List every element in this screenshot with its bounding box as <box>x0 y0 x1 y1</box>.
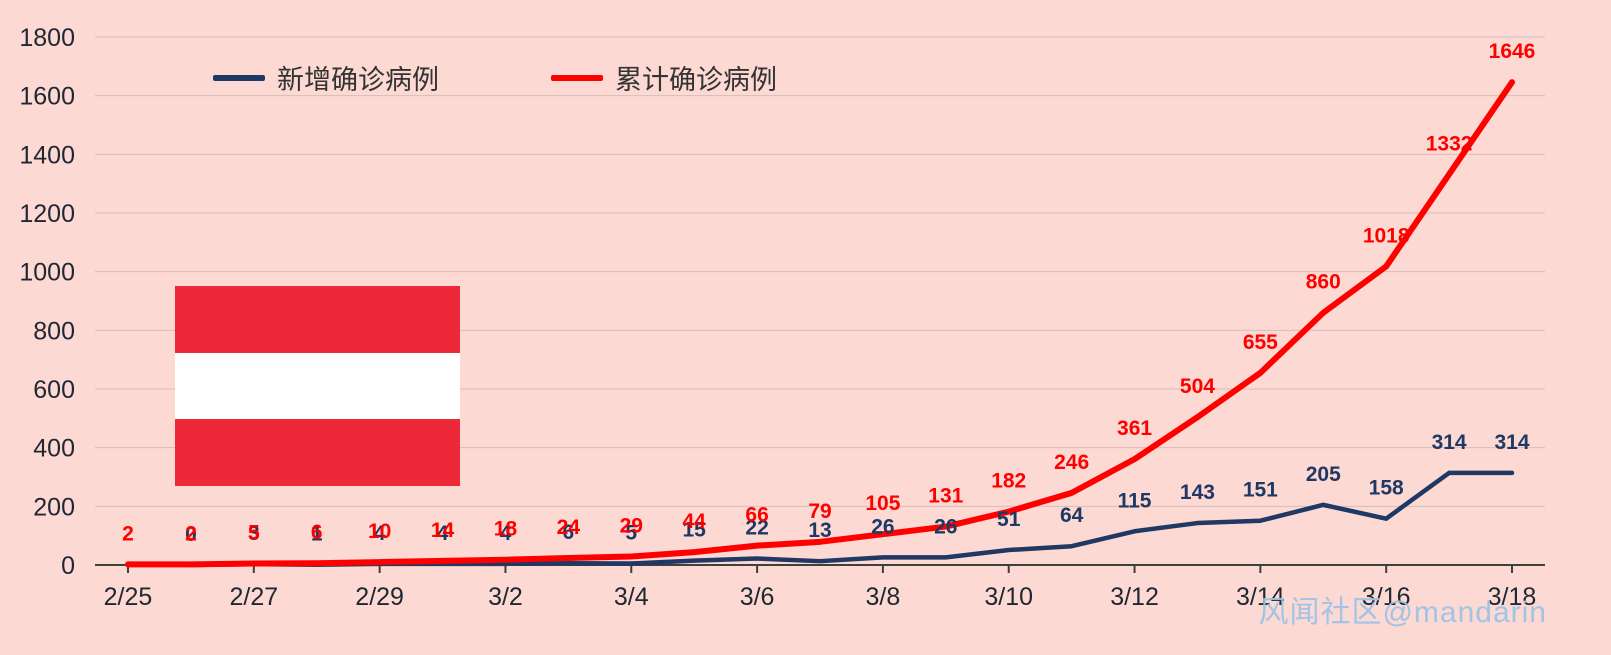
data-label-series-0: 314 <box>1432 431 1467 454</box>
x-axis-label: 3/4 <box>614 583 649 611</box>
y-axis-label: 600 <box>33 376 75 404</box>
x-axis-label: 2/27 <box>229 583 278 611</box>
y-axis-label: 1800 <box>19 24 75 52</box>
data-label-series-1: 860 <box>1306 271 1341 294</box>
legend-line-sample-new-cases <box>213 74 265 81</box>
data-label-series-0: 51 <box>997 508 1021 531</box>
y-axis-label: 200 <box>33 493 75 521</box>
data-label-series-0: 6 <box>563 521 575 544</box>
data-label-series-0: 115 <box>1118 489 1152 512</box>
data-label-series-0: 15 <box>683 519 707 542</box>
y-axis-label: 1200 <box>19 200 75 228</box>
data-label-series-1: 24 <box>557 516 581 539</box>
data-label-series-0: 4 <box>500 522 512 545</box>
data-label-series-1: 131 <box>928 485 963 508</box>
x-axis-label: 3/10 <box>984 583 1033 611</box>
x-axis-label: 2/29 <box>355 583 404 611</box>
series-line-0 <box>188 470 1515 568</box>
y-axis-label: 1600 <box>19 83 75 111</box>
flag-stripe-middle <box>175 352 460 420</box>
data-label-series-1: 29 <box>620 514 643 537</box>
data-label-series-1: 2 <box>185 522 197 545</box>
x-axis-label: 3/18 <box>1488 583 1537 611</box>
data-label-series-1: 14 <box>431 519 455 542</box>
data-label-series-1: 10 <box>368 520 391 543</box>
data-label-series-0: 22 <box>745 517 768 540</box>
legend-item-cumulative-cases: 累计确诊病例 <box>551 58 777 97</box>
austria-flag <box>175 286 460 487</box>
data-label-series-1: 655 <box>1243 331 1278 354</box>
chart-legend: 新增确诊病例 累计确诊病例 <box>213 58 777 97</box>
series-line-1 <box>125 79 1515 568</box>
data-label-series-0: 64 <box>1060 504 1084 527</box>
legend-line-sample-cumulative-cases <box>551 74 603 81</box>
y-axis-label: 1400 <box>19 141 75 169</box>
data-label-series-1: 2 <box>122 522 134 545</box>
x-axis-label: 3/8 <box>866 583 901 611</box>
data-label-series-1: 105 <box>865 492 900 515</box>
data-label-series-0: 26 <box>934 515 957 538</box>
y-axis-label: 800 <box>33 317 75 345</box>
data-label-series-1: 6 <box>311 521 323 544</box>
data-label-series-1: 246 <box>1054 451 1089 474</box>
y-axis-label: 400 <box>33 435 75 463</box>
x-axis-label: 3/12 <box>1110 583 1159 611</box>
y-axis-label: 1000 <box>19 259 75 287</box>
data-label-series-0: 158 <box>1369 477 1404 500</box>
data-label-series-1: 182 <box>991 470 1026 493</box>
data-label-series-0: 205 <box>1306 463 1341 486</box>
data-label-series-0: 1 <box>311 523 323 546</box>
flag-stripe-top <box>175 286 460 353</box>
data-label-series-0: 314 <box>1494 431 1529 454</box>
x-axis-label: 3/2 <box>488 583 523 611</box>
legend-item-new-cases: 新增确诊病例 <box>213 58 439 97</box>
data-label-series-0: 4 <box>437 522 449 545</box>
data-label-series-1: 1018 <box>1363 224 1410 247</box>
data-label-series-0: 3 <box>248 522 260 545</box>
data-label-series-1: 504 <box>1180 375 1215 398</box>
legend-label-cumulative-cases: 累计确诊病例 <box>615 65 777 95</box>
y-axis-label: 0 <box>61 552 75 580</box>
data-label-series-0: 26 <box>871 515 894 538</box>
x-axis-label: 3/14 <box>1236 583 1285 611</box>
data-label-series-0: 151 <box>1243 479 1278 502</box>
x-axis-label: 2/25 <box>104 583 153 611</box>
data-label-series-0: 4 <box>374 522 386 545</box>
data-label-series-1: 18 <box>494 518 518 541</box>
data-label-series-0: 5 <box>625 522 637 545</box>
data-label-series-0: 143 <box>1180 481 1215 504</box>
flag-stripe-bottom <box>175 419 460 487</box>
data-label-series-1: 5 <box>248 522 260 545</box>
data-label-series-1: 79 <box>808 500 831 523</box>
data-label-series-1: 1332 <box>1426 132 1473 155</box>
x-axis-label: 3/6 <box>740 583 775 611</box>
data-label-series-1: 44 <box>683 510 707 533</box>
data-label-series-0: 0 <box>185 523 197 546</box>
data-label-series-1: 361 <box>1117 417 1152 440</box>
x-axis-label: 3/16 <box>1362 583 1411 611</box>
data-label-series-0: 13 <box>808 519 831 542</box>
data-label-series-1: 1646 <box>1489 40 1536 63</box>
watermark: 风闻社区@mandarin <box>1258 596 1547 629</box>
legend-label-new-cases: 新增确诊病例 <box>277 65 439 95</box>
data-label-series-1: 66 <box>745 504 768 527</box>
